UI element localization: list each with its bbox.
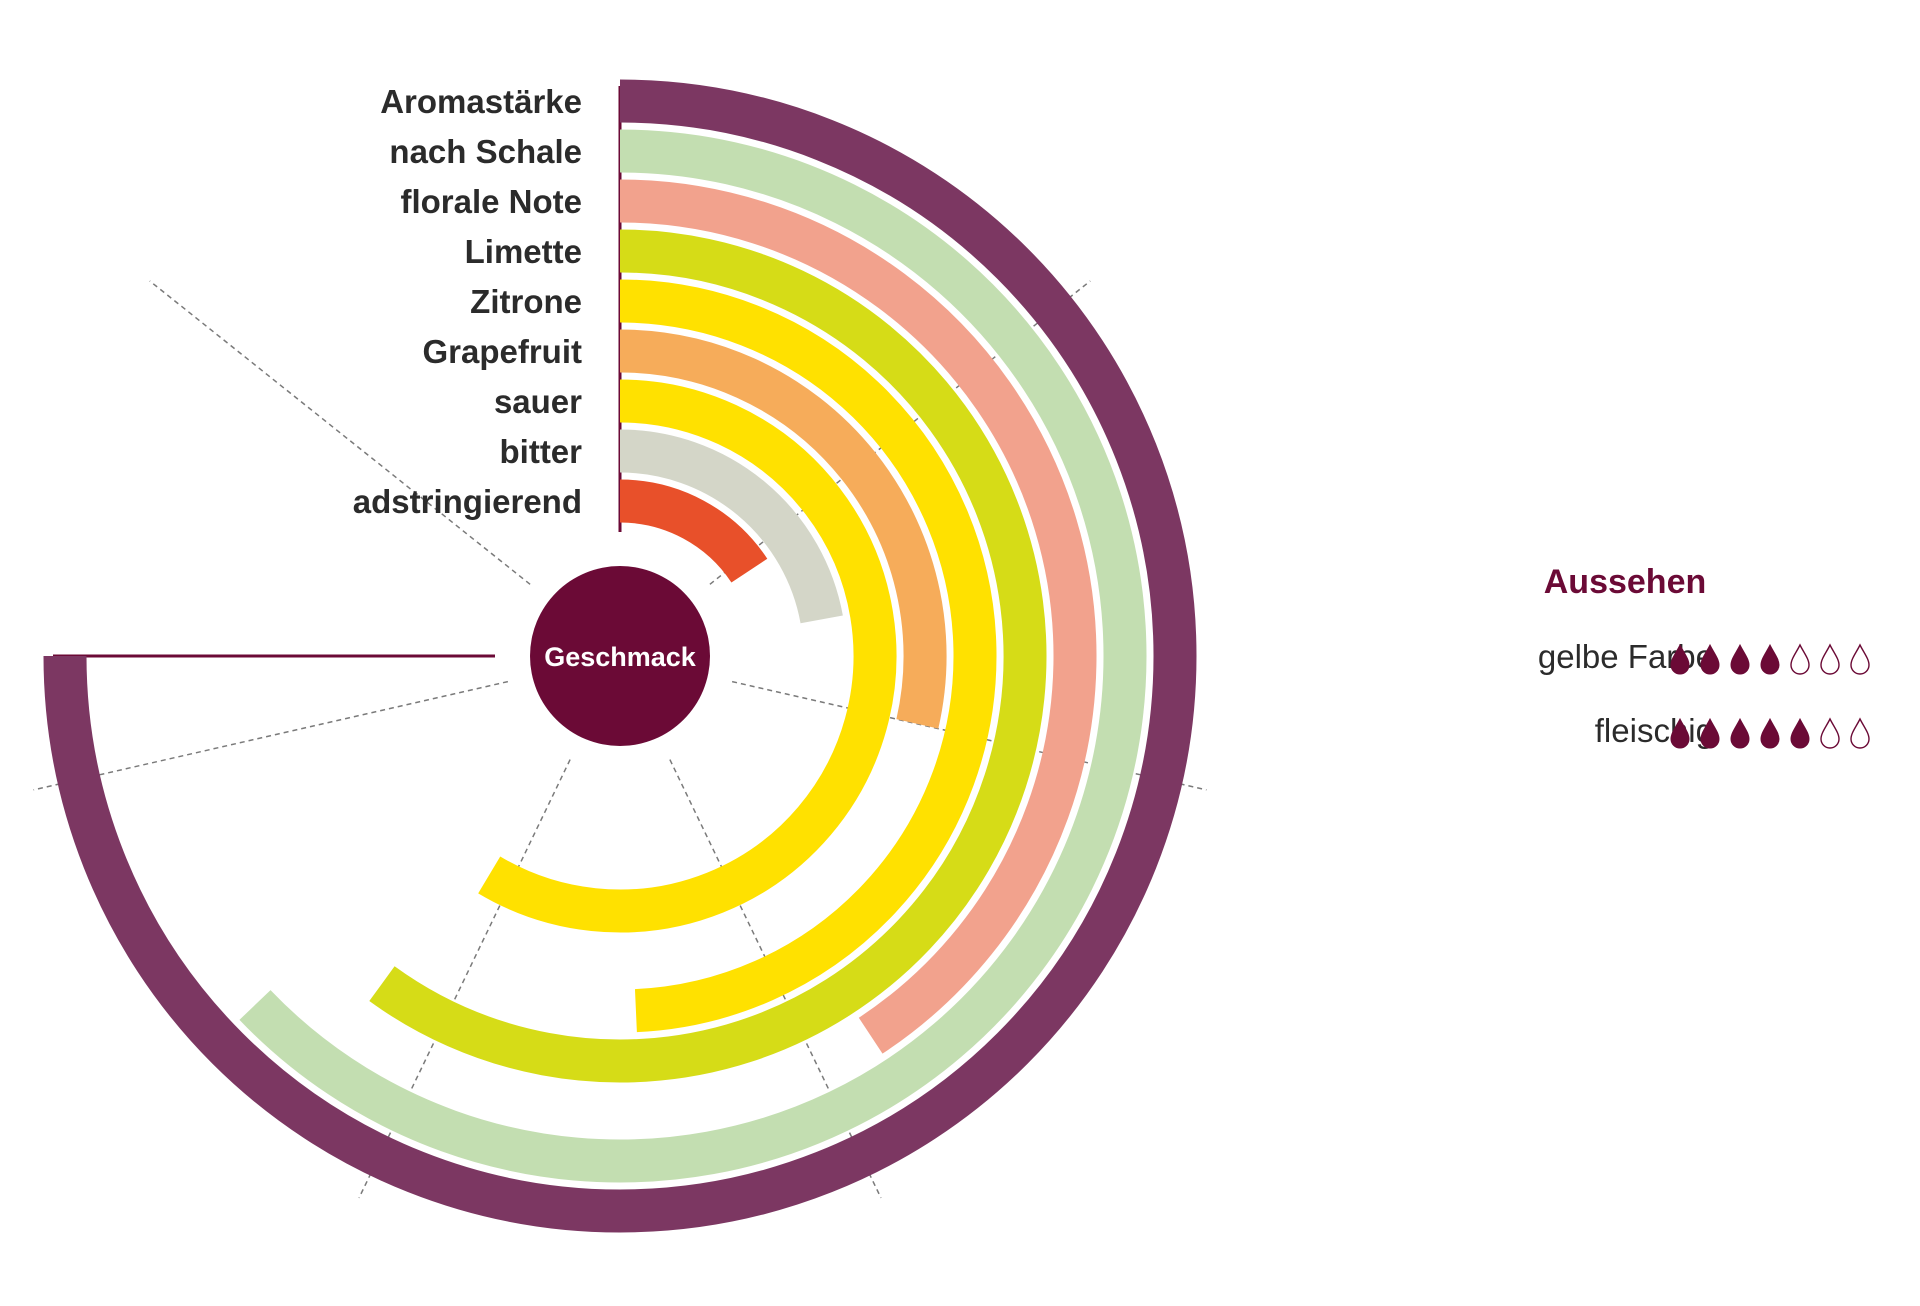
arc-zitrone — [619, 279, 997, 1033]
label-aromastaerke: Aromastärke — [380, 83, 582, 120]
label-limette: Limette — [465, 233, 582, 270]
drop-filled-icon — [1700, 717, 1720, 749]
label-florale-note: florale Note — [400, 183, 582, 220]
label-bitter: bitter — [500, 433, 583, 470]
legend-row-label: fleischig — [1594, 712, 1714, 749]
drop-rating-yellow-color — [1670, 643, 1870, 675]
arc-nach-schale — [239, 129, 1147, 1183]
drop-filled-icon — [1730, 717, 1750, 749]
drop-empty-icon — [1850, 643, 1870, 675]
arc-grapefruit — [619, 329, 947, 729]
arc-adstringierend — [619, 479, 768, 583]
label-nach-schale: nach Schale — [389, 133, 582, 170]
label-adstringierend: adstringierend — [353, 483, 582, 520]
drop-filled-icon — [1670, 717, 1690, 749]
drop-empty-icon — [1820, 643, 1840, 675]
drop-rating-fleshy — [1670, 717, 1870, 749]
legend-title: Aussehen — [1543, 563, 1707, 601]
flavor-labels: Aromastärke nach Schale florale Note Limett… — [353, 83, 582, 520]
drop-empty-icon — [1790, 643, 1810, 675]
scale-divider-5 — [33, 680, 509, 791]
drop-filled-icon — [1760, 643, 1780, 675]
drop-filled-icon — [1670, 643, 1690, 675]
arc-florale-note — [619, 179, 1097, 1054]
drop-empty-icon — [1850, 717, 1870, 749]
flavor-arcs — [43, 79, 1197, 1233]
center-circle — [530, 566, 710, 746]
legend-row-yellow-color: gelbe Farbe — [1400, 632, 1880, 682]
label-sauer: sauer — [494, 383, 582, 420]
center-label: Geschmack — [544, 642, 697, 672]
drop-filled-icon — [1790, 717, 1810, 749]
scale-divider-6 — [149, 280, 531, 585]
label-grapefruit: Grapefruit — [422, 333, 582, 370]
legend-row-fleshy: fleischig — [1400, 706, 1880, 756]
drop-filled-icon — [1730, 643, 1750, 675]
drop-filled-icon — [1700, 643, 1720, 675]
arc-aromastaerke — [43, 79, 1197, 1233]
arc-limette — [369, 229, 1047, 1083]
arc-bitter — [619, 429, 843, 624]
arc-sauer — [478, 379, 897, 933]
label-zitrone: Zitrone — [470, 283, 582, 320]
drop-empty-icon — [1820, 717, 1840, 749]
drop-filled-icon — [1760, 717, 1780, 749]
